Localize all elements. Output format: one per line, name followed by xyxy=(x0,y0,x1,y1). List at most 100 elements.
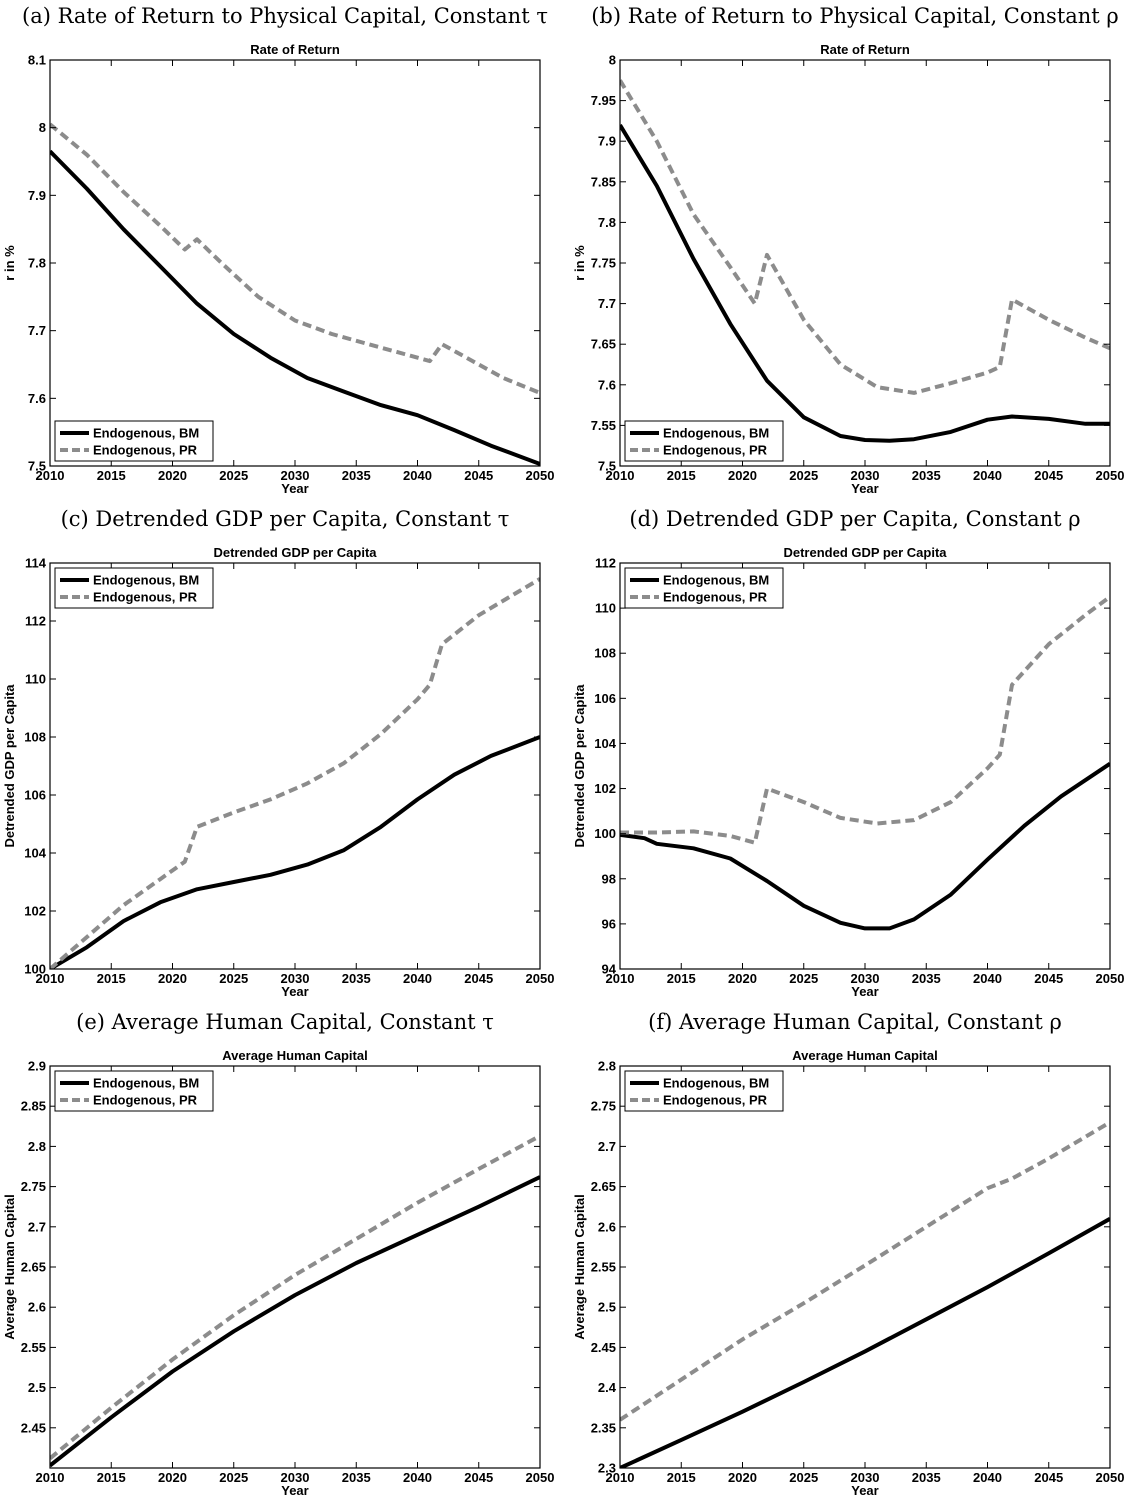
y-tick-label: 102 xyxy=(24,904,46,919)
y-tick-label: 7.8 xyxy=(28,256,46,271)
x-tick-label: 2030 xyxy=(281,1470,310,1485)
panel-b: (b) Rate of Return to Physical Capital, … xyxy=(570,0,1140,503)
x-tick-label: 2015 xyxy=(667,468,696,483)
x-axis-label: Year xyxy=(281,481,308,496)
x-tick-label: 2020 xyxy=(728,971,757,986)
x-tick-label: 2045 xyxy=(464,971,493,986)
legend-box xyxy=(624,420,784,462)
legend-box xyxy=(624,1070,784,1112)
legend: Endogenous, BM Endogenous, PR xyxy=(54,420,214,462)
x-tick-label: 2035 xyxy=(912,1470,941,1485)
series-line-bm xyxy=(620,1217,1110,1468)
caption: (c) Detrended GDP per Capita, Constant τ xyxy=(60,507,510,531)
legend-box xyxy=(624,567,784,609)
legend-box xyxy=(54,420,214,462)
legend-label: Endogenous, BM xyxy=(93,426,199,441)
panel-f: (f) Average Human Capital, Constant ρ Av… xyxy=(570,1006,1140,1508)
y-tick-label: 2.4 xyxy=(598,1380,617,1395)
x-tick-label: 2010 xyxy=(36,1470,65,1485)
legend-label: Endogenous, BM xyxy=(663,573,769,588)
x-axis-label: Year xyxy=(281,1483,308,1498)
y-tick-label: 96 xyxy=(602,916,616,931)
x-tick-label: 2030 xyxy=(851,971,880,986)
x-tick-label: 2010 xyxy=(36,468,65,483)
legend-label: Endogenous, PR xyxy=(663,590,768,605)
caption: (d) Detrended GDP per Capita, Constant ρ xyxy=(629,507,1081,531)
y-tick-label: 104 xyxy=(24,846,46,861)
x-tick-label: 2010 xyxy=(606,1470,635,1485)
x-tick-label: 2040 xyxy=(403,1470,432,1485)
y-tick-label: 2.75 xyxy=(21,1179,46,1194)
y-tick-label: 2.6 xyxy=(598,1219,616,1234)
x-tick-label: 2020 xyxy=(158,971,187,986)
y-tick-label: 2.6 xyxy=(28,1300,46,1315)
y-tick-label: 7.9 xyxy=(598,134,616,149)
x-tick-label: 2015 xyxy=(667,971,696,986)
y-tick-label: 2.5 xyxy=(598,1300,616,1315)
x-tick-label: 2050 xyxy=(1096,1470,1125,1485)
x-axis-label: Year xyxy=(851,481,878,496)
y-tick-label: 2.65 xyxy=(21,1260,46,1275)
x-tick-label: 2030 xyxy=(851,1470,880,1485)
y-tick-label: 114 xyxy=(25,556,47,571)
y-tick-label: 2.3 xyxy=(598,1461,616,1476)
y-tick-label: 106 xyxy=(594,691,616,706)
y-tick-label: 2.65 xyxy=(591,1179,616,1194)
x-tick-label: 2035 xyxy=(342,1470,371,1485)
y-tick-label: 7.6 xyxy=(28,391,46,406)
x-tick-label: 2025 xyxy=(219,971,248,986)
legend-box xyxy=(54,567,214,609)
y-tick-label: 2.7 xyxy=(598,1139,616,1154)
x-tick-label: 2035 xyxy=(342,971,371,986)
plot-title: Average Human Capital xyxy=(792,1048,937,1063)
y-tick-label: 7.85 xyxy=(591,174,616,189)
y-tick-label: 100 xyxy=(24,962,46,977)
x-tick-label: 2025 xyxy=(789,468,818,483)
y-tick-label: 2.5 xyxy=(28,1380,46,1395)
y-tick-label: 112 xyxy=(595,556,616,571)
x-tick-label: 2010 xyxy=(606,468,635,483)
x-tick-label: 2025 xyxy=(789,1470,818,1485)
x-tick-label: 2035 xyxy=(912,971,941,986)
x-tick-label: 2035 xyxy=(342,468,371,483)
series-line-pr xyxy=(50,577,540,969)
x-tick-label: 2015 xyxy=(97,468,126,483)
y-tick-label: 94 xyxy=(602,962,617,977)
series-line-bm xyxy=(50,1175,540,1468)
y-axis-label: Average Human Capital xyxy=(572,1194,587,1339)
x-tick-label: 2050 xyxy=(526,1470,555,1485)
legend-label: Endogenous, PR xyxy=(663,443,768,458)
x-tick-label: 2030 xyxy=(851,468,880,483)
chart: Rate of Return 2010 2015 2020 2025 2030 2035 20… xyxy=(572,42,1124,496)
series-line-bm xyxy=(50,149,540,466)
panel-a: (a) Rate of Return to Physical Capital, … xyxy=(0,0,570,503)
caption: (e) Average Human Capital, Constant τ xyxy=(76,1010,494,1034)
x-tick-label: 2020 xyxy=(728,1470,757,1485)
y-tick-label: 2.35 xyxy=(591,1420,616,1435)
caption: (f) Average Human Capital, Constant ρ xyxy=(648,1010,1062,1034)
y-tick-label: 7.9 xyxy=(28,188,46,203)
y-tick-label: 8 xyxy=(39,120,46,135)
x-tick-label: 2045 xyxy=(464,468,493,483)
legend-label: Endogenous, BM xyxy=(93,1076,199,1091)
chart: Detrended GDP per Capita 2010 2015 2020 2025… xyxy=(2,545,555,999)
panel-d: (d) Detrended GDP per Capita, Constant ρ… xyxy=(570,503,1140,1006)
x-tick-label: 2030 xyxy=(281,971,310,986)
y-tick-label: 110 xyxy=(595,601,616,616)
y-tick-label: 2.8 xyxy=(598,1059,616,1074)
plot-title: Rate of Return xyxy=(820,42,910,57)
x-tick-label: 2040 xyxy=(973,468,1002,483)
x-tick-label: 2030 xyxy=(281,468,310,483)
y-tick-label: 2.9 xyxy=(28,1059,46,1074)
x-tick-label: 2050 xyxy=(526,971,555,986)
x-axis-label: Year xyxy=(281,984,308,999)
y-tick-label: 8 xyxy=(609,53,616,68)
plot-title: Detrended GDP per Capita xyxy=(213,545,377,560)
legend-label: Endogenous, PR xyxy=(663,1093,768,1108)
y-axis-label: Detrended GDP per Capita xyxy=(2,684,17,848)
x-tick-label: 2040 xyxy=(403,971,432,986)
y-tick-label: 102 xyxy=(594,781,616,796)
legend-label: Endogenous, PR xyxy=(93,1093,198,1108)
caption: (b) Rate of Return to Physical Capital, … xyxy=(591,4,1119,28)
y-tick-label: 106 xyxy=(24,788,46,803)
